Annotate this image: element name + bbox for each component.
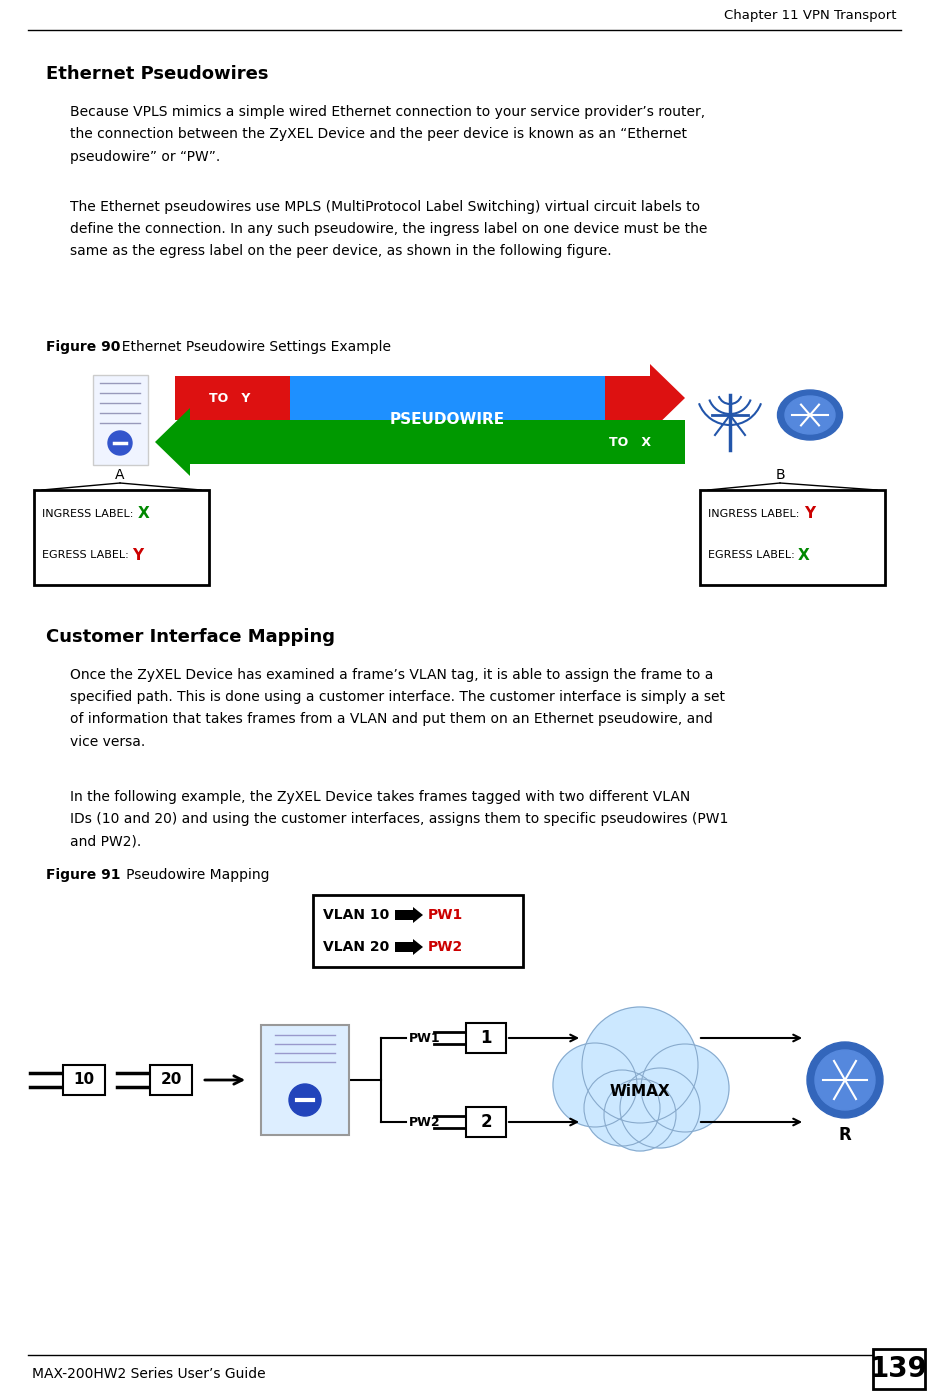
Text: VLAN 10: VLAN 10: [323, 908, 389, 922]
Text: In the following example, the ZyXEL Device takes frames tagged with two differen: In the following example, the ZyXEL Devi…: [70, 791, 728, 849]
Bar: [290, 376, 604, 420]
Circle shape: [581, 1006, 697, 1123]
Circle shape: [814, 1050, 874, 1109]
Circle shape: [584, 1070, 659, 1146]
Text: VLAN 20: VLAN 20: [323, 940, 389, 954]
Text: Figure 90: Figure 90: [46, 340, 121, 354]
Bar: [149, 1065, 192, 1096]
Bar: [261, 1025, 349, 1134]
Text: PW2: PW2: [428, 940, 463, 954]
Text: 10: 10: [73, 1072, 95, 1087]
Text: TO   Y: TO Y: [209, 391, 251, 405]
Circle shape: [603, 1079, 676, 1151]
Text: Ethernet Pseudowire Settings Example: Ethernet Pseudowire Settings Example: [113, 340, 391, 354]
Circle shape: [806, 1043, 882, 1118]
Ellipse shape: [784, 395, 834, 434]
Text: Y: Y: [132, 547, 143, 562]
Circle shape: [289, 1084, 321, 1116]
Text: PW2: PW2: [408, 1115, 440, 1129]
Text: TO   X: TO X: [609, 436, 651, 448]
Bar: [466, 1023, 506, 1052]
Text: 139: 139: [870, 1354, 927, 1384]
Text: Chapter 11 VPN Transport: Chapter 11 VPN Transport: [724, 8, 896, 22]
Text: Figure 91: Figure 91: [46, 869, 121, 883]
Text: MAX-200HW2 Series User’s Guide: MAX-200HW2 Series User’s Guide: [32, 1367, 265, 1381]
Text: PW1: PW1: [428, 908, 463, 922]
Text: EGRESS LABEL:: EGRESS LABEL:: [707, 550, 797, 560]
Text: WiMAX: WiMAX: [609, 1084, 670, 1100]
Text: 1: 1: [480, 1029, 491, 1047]
Bar: [34, 490, 209, 585]
Text: 2: 2: [480, 1114, 491, 1130]
Text: Pseudowire Mapping: Pseudowire Mapping: [113, 869, 269, 883]
Circle shape: [619, 1068, 699, 1148]
Polygon shape: [174, 363, 684, 432]
Text: Customer Interface Mapping: Customer Interface Mapping: [46, 628, 335, 646]
Text: The Ethernet pseudowires use MPLS (MultiProtocol Label Switching) virtual circui: The Ethernet pseudowires use MPLS (Multi…: [70, 200, 706, 259]
Text: A: A: [115, 468, 124, 482]
Bar: [699, 490, 884, 585]
Text: INGRESS LABEL:: INGRESS LABEL:: [707, 509, 802, 519]
Text: PSEUDOWIRE: PSEUDOWIRE: [389, 412, 504, 427]
Circle shape: [640, 1044, 728, 1132]
Text: Y: Y: [803, 507, 814, 522]
Text: Ethernet Pseudowires: Ethernet Pseudowires: [46, 65, 268, 84]
Polygon shape: [394, 940, 422, 955]
Polygon shape: [394, 908, 422, 923]
Bar: [63, 1065, 105, 1096]
Bar: [466, 1107, 506, 1137]
Text: INGRESS LABEL:: INGRESS LABEL:: [42, 509, 136, 519]
Text: X: X: [138, 507, 149, 522]
Text: PW1: PW1: [408, 1031, 440, 1044]
Text: same as the egress label on the peer device, as shown in the following figure.: same as the egress label on the peer dev…: [70, 271, 615, 285]
Bar: [872, 1349, 924, 1389]
Text: B: B: [774, 468, 784, 482]
Ellipse shape: [777, 390, 842, 440]
Text: Because VPLS mimics a simple wired Ethernet connection to your service provider’: Because VPLS mimics a simple wired Ether…: [70, 104, 704, 163]
Bar: [93, 374, 148, 465]
Text: X: X: [797, 547, 809, 562]
Text: Once the ZyXEL Device has examined a frame’s VLAN tag, it is able to assign the : Once the ZyXEL Device has examined a fra…: [70, 668, 724, 749]
Bar: [313, 895, 522, 967]
Text: 20: 20: [161, 1072, 182, 1087]
Text: R: R: [838, 1126, 850, 1144]
Circle shape: [552, 1043, 637, 1128]
Polygon shape: [155, 408, 684, 476]
Text: EGRESS LABEL:: EGRESS LABEL:: [42, 550, 132, 560]
Circle shape: [108, 432, 132, 455]
